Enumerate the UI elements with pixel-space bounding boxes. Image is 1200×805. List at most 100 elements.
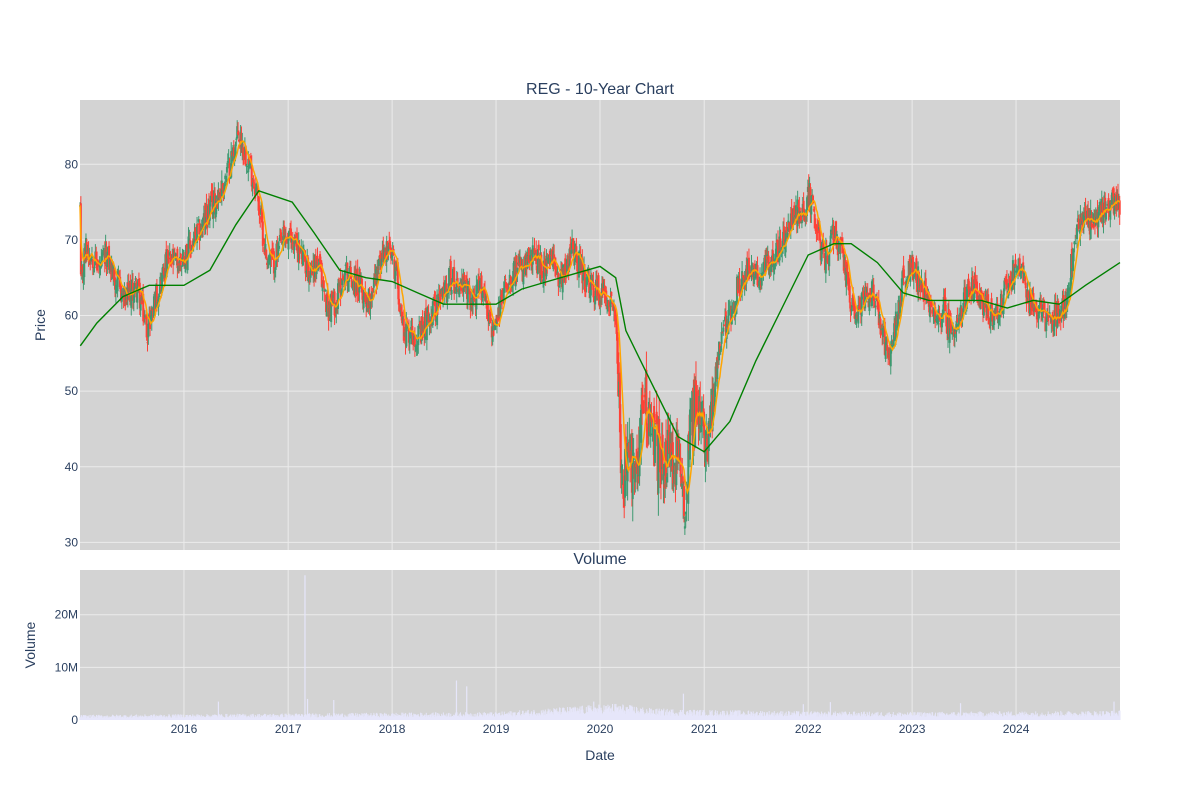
candle-body	[150, 307, 153, 321]
price-tick-label: 30	[65, 535, 79, 549]
volume-bar	[547, 708, 549, 720]
volume-bar	[307, 713, 309, 720]
candle-body	[1079, 214, 1082, 237]
volume-bar	[1118, 710, 1120, 720]
candle-body	[199, 233, 202, 238]
candle-body	[615, 320, 618, 334]
volume-bar	[357, 716, 359, 720]
volume-bar	[290, 716, 292, 720]
volume-bar	[900, 712, 902, 720]
volume-bar	[238, 714, 240, 720]
volume-bar	[708, 715, 710, 720]
candle-body	[640, 404, 643, 443]
volume-bar	[773, 711, 775, 720]
volume-bar	[330, 716, 332, 720]
volume-bar	[392, 716, 394, 720]
volume-bar	[383, 713, 385, 720]
candle-body	[436, 294, 439, 326]
volume-bar	[414, 714, 416, 720]
volume-bar	[977, 713, 979, 720]
volume-bar	[925, 716, 927, 720]
candle-body	[1113, 197, 1116, 214]
candle-body	[483, 288, 486, 301]
candle-body	[659, 436, 662, 473]
candle-body	[685, 488, 688, 500]
candle-body	[687, 434, 690, 504]
volume-bar	[1039, 716, 1041, 720]
candle-body	[536, 249, 539, 274]
candle-body	[242, 147, 245, 157]
volume-bar	[421, 714, 423, 720]
volume-bar	[379, 717, 381, 720]
volume-bar	[242, 716, 244, 720]
volume-bar	[180, 717, 182, 720]
volume-bar	[178, 714, 180, 720]
candle-body	[325, 296, 328, 317]
volume-bar	[204, 716, 206, 720]
volume-bar	[295, 713, 297, 720]
volume-bar	[523, 714, 525, 720]
volume-bar	[176, 715, 178, 720]
candle-body	[672, 469, 675, 474]
volume-bar	[484, 716, 486, 720]
volume-bar	[643, 711, 645, 720]
volume-bar	[1108, 712, 1110, 720]
volume-bar	[166, 716, 168, 720]
volume-bar	[969, 715, 971, 720]
volume-bar	[258, 717, 260, 720]
candle-body	[673, 463, 676, 467]
volume-bar	[206, 713, 208, 720]
volume-bar	[336, 716, 338, 720]
volume-bar	[870, 716, 872, 720]
volume-bar	[99, 715, 101, 720]
volume-bar	[262, 714, 264, 720]
volume-bar	[818, 712, 820, 720]
volume-bar	[474, 717, 476, 720]
volume-bar	[1112, 715, 1114, 720]
volume-bar	[721, 715, 723, 720]
volume-bar	[541, 712, 543, 720]
volume-bar	[110, 716, 112, 720]
volume-bar	[1041, 712, 1043, 720]
volume-bar	[863, 711, 865, 720]
candle-body	[547, 257, 550, 264]
volume-bar	[422, 716, 424, 720]
volume-bar	[109, 716, 111, 720]
volume-bar	[388, 714, 390, 720]
volume-bar	[561, 714, 563, 720]
volume-bar	[130, 714, 132, 720]
volume-bar	[184, 716, 186, 720]
candle-body	[727, 310, 730, 334]
volume-bar	[993, 713, 995, 720]
candle-body	[911, 256, 914, 281]
volume-bar	[320, 717, 322, 720]
volume-bar	[538, 712, 540, 720]
volume-bar	[635, 714, 637, 720]
volume-bar	[623, 710, 625, 720]
volume-bar	[429, 714, 431, 720]
volume-bar	[790, 715, 792, 720]
volume-bar	[90, 716, 92, 720]
candle-body	[1101, 202, 1104, 222]
volume-bar	[141, 717, 143, 720]
volume-bar	[569, 707, 571, 720]
candle-body	[988, 320, 991, 322]
volume-bar	[620, 706, 622, 720]
volume-bar	[736, 716, 738, 720]
volume-bar	[661, 709, 663, 720]
volume-bar	[515, 714, 517, 720]
volume-bar	[1069, 712, 1071, 720]
candle-body	[278, 245, 281, 249]
candle-body	[399, 312, 402, 314]
volume-bar	[539, 713, 541, 720]
volume-bar	[1002, 712, 1004, 720]
volume-bar	[266, 715, 268, 720]
candle-body	[1057, 300, 1060, 314]
volume-bar	[825, 716, 827, 720]
volume-bar	[208, 716, 210, 720]
volume-bar	[568, 711, 570, 720]
candle-body	[87, 250, 90, 259]
volume-bar	[1061, 712, 1063, 720]
volume-bar	[779, 714, 781, 720]
